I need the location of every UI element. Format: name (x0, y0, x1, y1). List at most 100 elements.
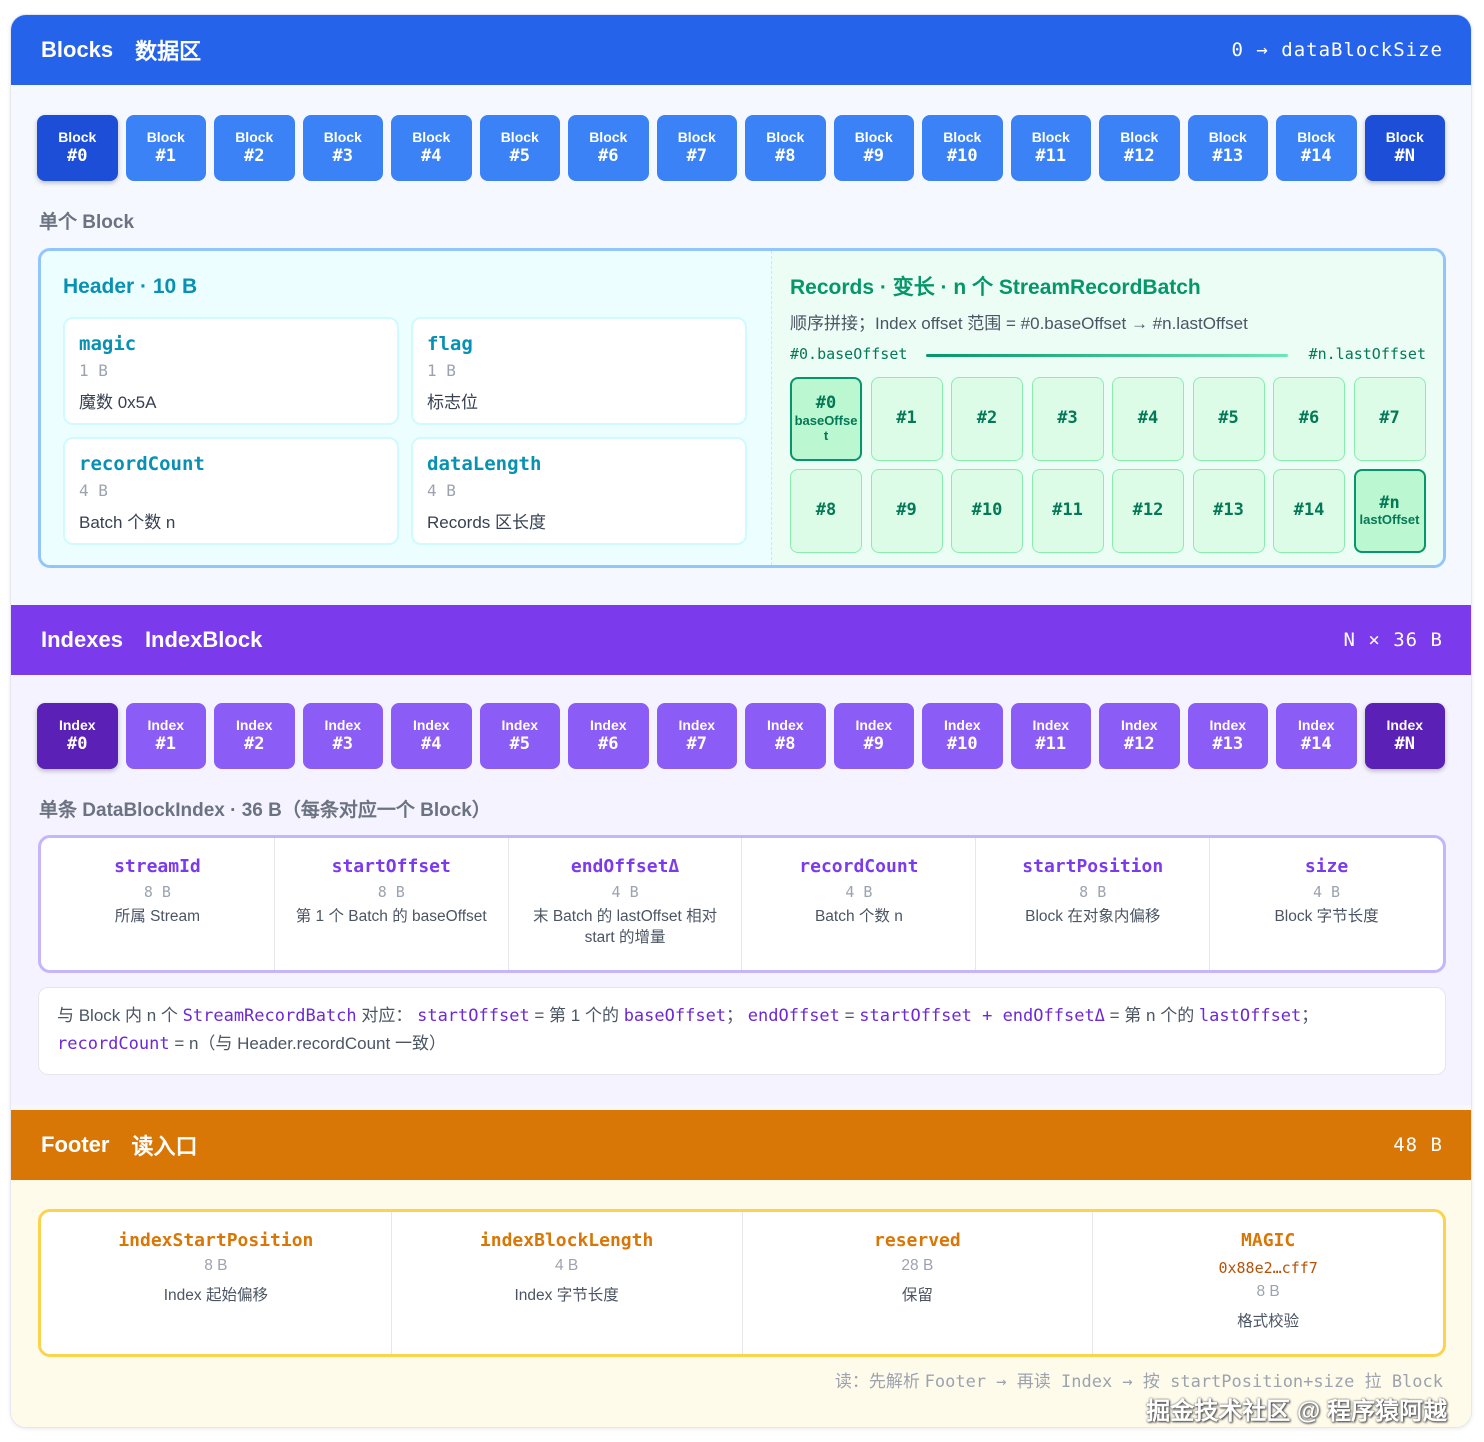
footer-subtitle: 读入口 (131, 1134, 198, 1159)
chip-prefix: Index (589, 717, 627, 734)
footer-field-name: indexBlockLength (479, 1230, 654, 1251)
field-desc: Batch 个数 n (79, 513, 176, 532)
note-code: startOffset (417, 1006, 530, 1026)
chip-number: #3 (332, 146, 353, 167)
footer-field-desc: 格式校验 (1237, 1313, 1300, 1330)
chip-prefix: Block (323, 129, 362, 146)
index-chip: Index #14 (1276, 703, 1357, 769)
blocks-title: Blocks (41, 37, 114, 62)
range-arrow-line (926, 354, 1288, 357)
footer-field-indexBlockLength: indexBlockLength 4 B Index 字节长度 (392, 1212, 743, 1354)
block-chip: Block #9 (833, 115, 914, 181)
single-block-label: 单个 Block (39, 212, 135, 233)
index-field-name: endOffsetΔ (570, 856, 680, 877)
field-name: flag (427, 333, 473, 355)
chip-prefix: Block (235, 129, 274, 146)
note-code: baseOffset (623, 1006, 727, 1026)
index-field-size: size 4 B Block 字节长度 (1210, 838, 1443, 970)
record-batch: #9 (870, 469, 943, 553)
field-desc: 魔数 0x5A (79, 393, 157, 412)
index-field-size: 8 B (1079, 883, 1107, 901)
batch-label: #10 (971, 500, 1003, 521)
chip-prefix: Index (147, 717, 185, 734)
index-field-startOffset: startOffset 8 B 第 1 个 Batch 的 baseOffset (275, 838, 509, 970)
chip-number: #13 (1212, 146, 1244, 167)
header-field-magic: magic 1 B 魔数 0x5A (63, 317, 399, 425)
chip-number: #0 (67, 734, 88, 755)
chip-number: #8 (775, 146, 796, 167)
record-batch: #12 (1112, 469, 1184, 553)
field-name: recordCount (79, 453, 205, 475)
batch-label: #3 (1057, 408, 1078, 429)
record-batch: #6 (1273, 377, 1345, 461)
blocks-range: 0 → dataBlockSize (1231, 39, 1443, 61)
field-size: 1 B (79, 361, 108, 380)
chip-prefix: Block (412, 129, 451, 146)
chip-number: #2 (244, 734, 265, 755)
chip-number: #6 (598, 734, 619, 755)
batch-label: #8 (815, 500, 837, 521)
index-chip: Index #13 (1187, 703, 1268, 769)
field-size: 1 B (427, 361, 456, 380)
chip-prefix: Index (324, 717, 362, 734)
header-field-flag: flag 1 B 标志位 (411, 317, 747, 425)
footer-field-size: 28 B (901, 1257, 934, 1274)
footer-field-indexStartPosition: indexStartPosition 8 B Index 起始偏移 (41, 1212, 392, 1354)
chip-number: #9 (863, 146, 884, 167)
footer-header-bar: Footer 读入口 48 B (11, 1110, 1471, 1180)
chip-number: #7 (686, 146, 707, 167)
batch-label: #12 (1132, 500, 1164, 521)
footer-field-reserved: reserved 28 B 保留 (743, 1212, 1094, 1354)
chip-prefix: Index (501, 717, 539, 734)
record-batch: #13 (1192, 469, 1265, 553)
chip-prefix: Block (1297, 129, 1336, 146)
note-code: lastOffset (1198, 1006, 1302, 1026)
chip-prefix: Index (58, 717, 96, 734)
footer-field-desc: 保留 (901, 1287, 933, 1304)
chip-prefix: Block (1208, 129, 1247, 146)
chip-number: #4 (421, 146, 442, 167)
record-batch: #0 baseOffset (790, 377, 862, 461)
chip-number: #4 (421, 734, 442, 755)
indexes-subtitle: IndexBlock (144, 627, 263, 652)
index-chip: Index #2 (214, 703, 295, 769)
block-chip: Block #7 (656, 115, 737, 181)
chip-prefix: Index (1032, 717, 1070, 734)
record-batch: #2 (951, 377, 1023, 461)
index-chip: Index #12 (1099, 703, 1180, 769)
chip-number: #12 (1123, 146, 1155, 167)
index-chip: Index #10 (922, 703, 1003, 769)
batch-label: #5 (1218, 408, 1239, 429)
index-field-name: streamId (114, 856, 201, 877)
batch-label: #7 (1379, 408, 1400, 429)
batch-label: #11 (1052, 500, 1083, 521)
record-batch: #11 (1031, 469, 1104, 553)
index-chip: Index #11 (1010, 703, 1091, 769)
chip-number: #13 (1212, 734, 1244, 755)
index-field-recordCount: recordCount 4 B Batch 个数 n (742, 838, 977, 970)
footer-field-name: MAGIC (1241, 1230, 1296, 1251)
index-chip: Index #4 (391, 703, 472, 769)
record-batch: #10 (951, 469, 1023, 553)
index-chip: Index #9 (833, 703, 914, 769)
chip-number: #12 (1123, 734, 1155, 755)
index-mapping-note: 与 Block 内 n 个 StreamRecordBatch 对应： star… (38, 987, 1446, 1075)
block-chip: Block #8 (745, 115, 826, 181)
footer-field-size: 4 B (554, 1257, 579, 1274)
chip-number: #1 (155, 734, 176, 755)
batch-label: #6 (1298, 408, 1320, 429)
record-batch: #8 (790, 469, 862, 553)
index-chip: Index #N (1364, 703, 1445, 769)
block-chip: Block #11 (1010, 115, 1091, 181)
index-field-size: 4 B (1313, 883, 1341, 901)
range-right-label: #n.lastOffset (1308, 345, 1426, 363)
chip-prefix: Index (855, 717, 893, 734)
note-text: ； (1301, 1006, 1319, 1025)
index-field-name: startPosition (1022, 856, 1164, 877)
diagram-frame: Blocks 数据区 0 → dataBlockSize Block #0 Bloc… (10, 14, 1472, 1428)
field-desc: 标志位 (427, 393, 478, 412)
indexes-size: N × 36 B (1343, 629, 1443, 651)
header-pane: Header · 10 B magic 1 B 魔数 0x5A flag 1 B 标志位 r… (41, 251, 771, 565)
index-field-name: size (1304, 856, 1349, 877)
index-field-desc: Block 在对象内偏移 (1025, 908, 1161, 925)
